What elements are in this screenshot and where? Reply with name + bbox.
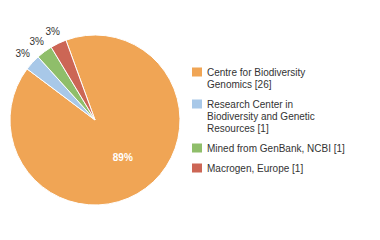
legend: Centre for BiodiversityGenomics [26] Rese…	[192, 67, 345, 174]
legend-line: Macrogen, Europe [1]	[207, 163, 303, 174]
legend-line: Genomics [26]	[207, 79, 272, 90]
legend-entry: Mined from GenBank, NCBI [1]	[207, 143, 345, 154]
slice-labels: 89%3%3%3%	[15, 26, 132, 163]
legend-swatch	[192, 100, 202, 109]
data-label: 3%	[29, 36, 44, 47]
legend-line: Biodiversity and Genetic	[207, 111, 315, 122]
legend-swatch	[192, 144, 202, 153]
legend-entry: Centre for BiodiversityGenomics [26]	[207, 67, 305, 90]
pie-slice	[51, 40, 95, 120]
data-label: 3%	[46, 26, 61, 37]
pie-slice	[10, 35, 180, 205]
legend-line: Centre for Biodiversity	[207, 67, 305, 78]
legend-swatch	[192, 68, 202, 77]
legend-line: Mined from GenBank, NCBI [1]	[207, 143, 345, 154]
data-label: 89%	[113, 152, 133, 163]
legend-line: Resources [1]	[207, 123, 269, 134]
data-label: 3%	[15, 48, 30, 59]
legend-swatch	[192, 164, 202, 173]
legend-entry: Macrogen, Europe [1]	[207, 163, 303, 174]
legend-entry: Research Center inBiodiversity and Genet…	[207, 99, 315, 134]
legend-line: Research Center in	[207, 99, 293, 110]
slices	[10, 35, 180, 205]
chart: 89%3%3%3%Centre for BiodiversityGenomics…	[0, 0, 380, 240]
